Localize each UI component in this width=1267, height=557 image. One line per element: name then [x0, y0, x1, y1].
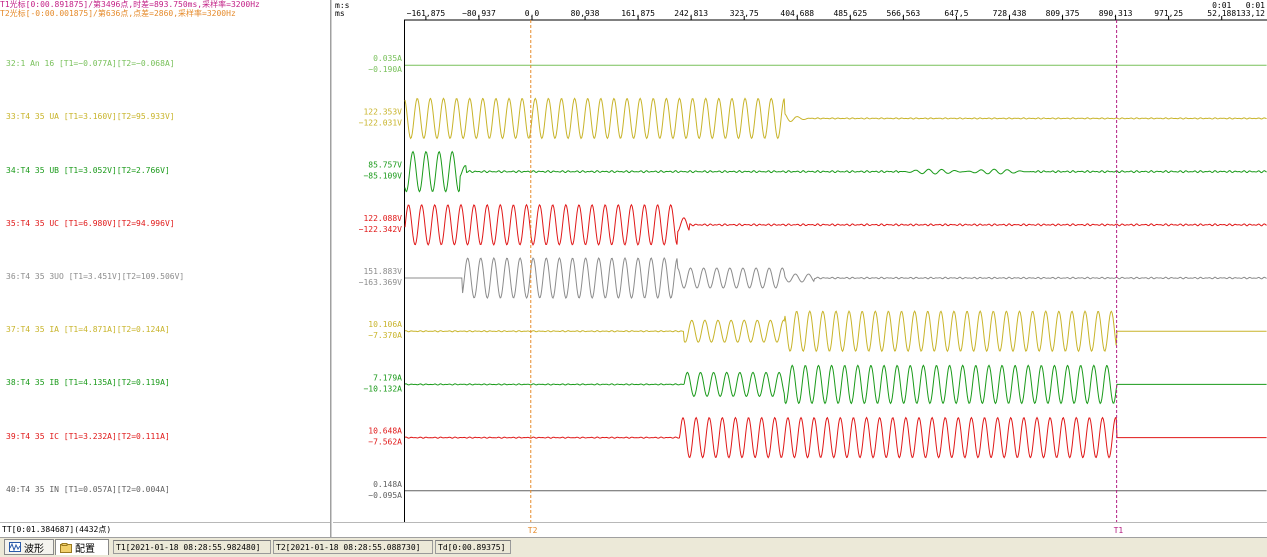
- channel-waveform: [404, 203, 1267, 246]
- channel-max-value: 7.179A: [373, 373, 402, 382]
- axis-tick-label: 161,875: [621, 9, 655, 18]
- channel-max-value: 85.757V: [368, 161, 402, 170]
- axis-tick-label: 647,5: [944, 9, 968, 18]
- axis-tick-top-label: 0:01: [1246, 1, 1265, 10]
- channel-label[interactable]: 32:1 An 16 [T1=−0.077A][T2=−0.068A]: [6, 59, 175, 69]
- channel-label[interactable]: 35:T4 35 UC [T1=6.980V][T2=94.996V]: [6, 218, 175, 228]
- channel-label[interactable]: 37:T4 35 IA [T1=4.871A][T2=0.124A]: [6, 325, 170, 335]
- channel-max-value: 122.353V: [363, 107, 402, 116]
- td-field: Td[0:00.89375]: [435, 540, 511, 554]
- channel-label[interactable]: 36:T4 35 3UO [T1=3.451V][T2=109.506V]: [6, 272, 185, 282]
- tab-config[interactable]: 配置: [55, 539, 109, 555]
- axis-tick-top-label: 0:01: [1212, 1, 1231, 10]
- axis-tick-label: −80,937: [462, 9, 496, 18]
- waveform-plot[interactable]: m:s ms −161,875 −80,937 0,0 80,938 161,875 242,…: [333, 0, 1267, 537]
- channel-min-value: −85.109V: [363, 172, 402, 181]
- total-time-info: TT[0:01.384687](4432点): [0, 522, 330, 537]
- channel-waveform: [404, 150, 1267, 193]
- channel-max-value: 10.106A: [368, 320, 402, 329]
- axis-tick-label: 0,0: [525, 9, 540, 18]
- waveform-icon: [9, 542, 21, 552]
- config-icon: [60, 542, 72, 553]
- channel-max-value: 0.035A: [373, 54, 402, 63]
- t1-time-field: T1[2021-01-18 08:28:55.982480]: [113, 540, 271, 554]
- tab-waveform[interactable]: 波形: [4, 539, 54, 555]
- tab-waveform-label: 波形: [24, 543, 44, 555]
- cursor-t2-label: T2: [528, 526, 538, 535]
- cursor-info-header: T1光标[0:00.891875]/第3496点,时差=893.750ms,采样…: [0, 0, 330, 20]
- channel-waveform: [404, 416, 1267, 459]
- cursor-t1-info: T1光标[0:00.891875]/第3496点,时差=893.750ms,采样…: [0, 0, 260, 9]
- cursor-t1-label: T1: [1114, 526, 1124, 535]
- channel-min-value: −7.562A: [368, 438, 402, 447]
- channel-label-panel: 32:1 An 16 [T1=−0.077A][T2=−0.068A] 33:T4…: [0, 20, 330, 522]
- axis-tick-label: 809,375: [1046, 9, 1080, 18]
- t2-time-field: T2[2021-01-18 08:28:55.088730]: [273, 540, 433, 554]
- axis-tick-label: 52,188: [1207, 9, 1236, 18]
- axis-tick-label: 566,563: [887, 9, 921, 18]
- axis-tick-label: 485,625: [833, 9, 867, 18]
- channel-waveform: [404, 310, 1267, 353]
- status-bar: 波形 配置 T1[2021-01-18 08:28:55.982480] T2[…: [0, 537, 1267, 557]
- axis-tick-label: −161,875: [407, 9, 446, 18]
- channel-min-value: −122.342V: [359, 225, 403, 234]
- channel-waveform: [404, 97, 1267, 140]
- channel-min-value: −122.031V: [359, 118, 403, 127]
- axis-tick-label: 890,313: [1099, 9, 1133, 18]
- cursor-t2-info: T2光标[-0:00.001875]/第636点,点差=2860,采样率=320…: [0, 9, 236, 18]
- axis-tick-label: 404,688: [780, 9, 814, 18]
- plot-area: [404, 20, 1267, 522]
- axis-tick-label: 80,938: [571, 9, 600, 18]
- channel-waveform: [405, 256, 1267, 300]
- axis-unit-top: m:s: [335, 1, 350, 10]
- channel-max-value: 10.648A: [368, 427, 402, 436]
- channel-label[interactable]: 34:T4 35 UB [T1=3.052V][T2=2.766V]: [6, 165, 170, 175]
- channel-min-value: −0.190A: [368, 65, 402, 74]
- panel-splitter[interactable]: [330, 0, 333, 537]
- channel-label[interactable]: 38:T4 35 IB [T1=4.135A][T2=0.119A]: [6, 378, 170, 388]
- axis-tick-label: 242,813: [674, 9, 708, 18]
- channel-min-value: −10.132A: [363, 384, 402, 393]
- channel-max-value: 122.088V: [363, 214, 402, 223]
- channel-min-value: −7.370A: [368, 331, 402, 340]
- axis-tick-label: 133,12: [1236, 9, 1265, 18]
- channel-max-value: 0.148A: [373, 480, 402, 489]
- channel-min-value: −163.369V: [359, 278, 403, 287]
- axis-unit-bottom: ms: [335, 9, 345, 18]
- tab-config-label: 配置: [75, 544, 95, 555]
- channel-label[interactable]: 39:T4 35 IC [T1=3.232A][T2=0.111A]: [6, 431, 170, 441]
- channel-label[interactable]: 33:T4 35 UA [T1=3.160V][T2=95.933V]: [6, 112, 175, 122]
- axis-tick-label: 323,75: [730, 9, 759, 18]
- channel-min-value: −0.095A: [368, 491, 402, 500]
- axis-tick-label: 971,25: [1154, 9, 1183, 18]
- channel-waveform: [404, 364, 1267, 405]
- axis-tick-label: 728,438: [993, 9, 1027, 18]
- channel-max-value: 151.883V: [363, 267, 402, 276]
- channel-label[interactable]: 40:T4 35 IN [T1=0.057A][T2=0.004A]: [6, 484, 170, 494]
